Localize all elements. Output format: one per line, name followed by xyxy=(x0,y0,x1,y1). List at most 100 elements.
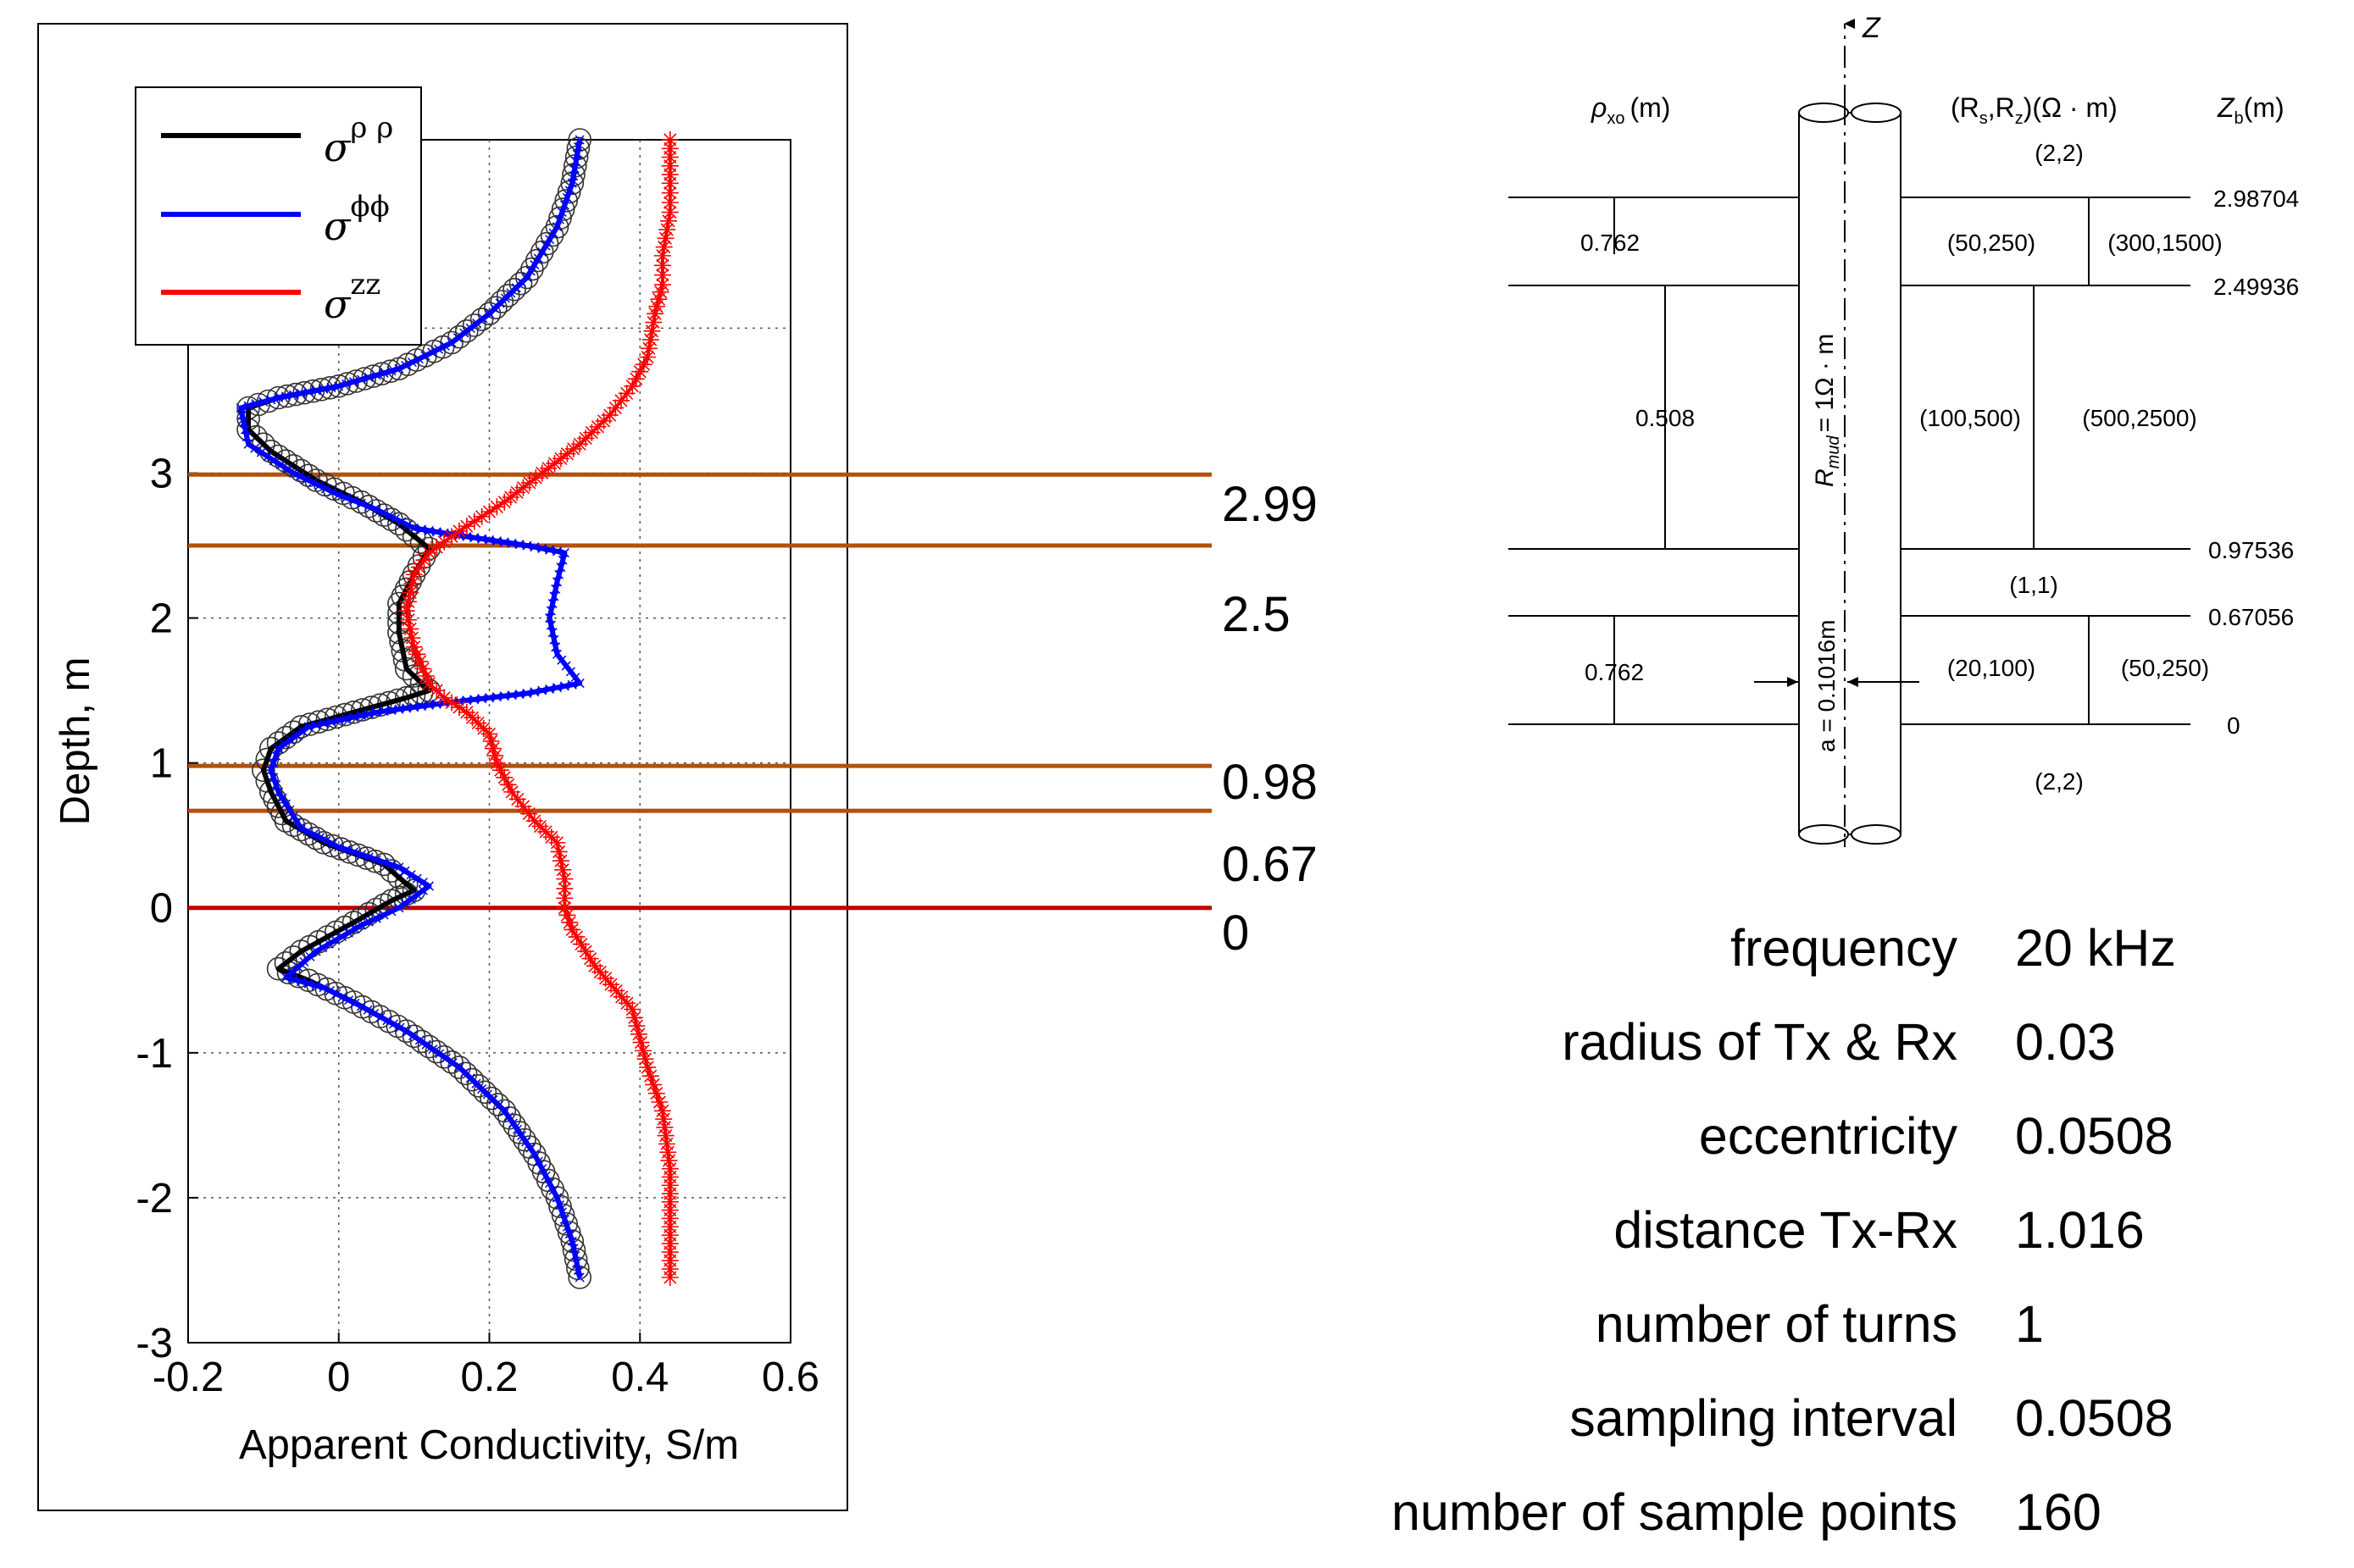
layer3-label: (1,1) xyxy=(2009,572,2058,598)
marker-x xyxy=(561,661,571,671)
marker-x xyxy=(250,443,260,453)
marker-x xyxy=(236,402,246,413)
marker-x xyxy=(341,379,352,389)
marker-x xyxy=(533,1156,543,1166)
marker-x xyxy=(303,978,314,989)
marker-x xyxy=(575,679,585,689)
marker-x xyxy=(348,377,359,387)
marker-circle xyxy=(480,1086,503,1111)
marker-x xyxy=(412,873,422,884)
marker-x xyxy=(237,410,247,420)
marker-x xyxy=(239,418,249,428)
marker-x xyxy=(303,722,314,732)
marker-x xyxy=(302,474,312,485)
marker-circle xyxy=(372,503,396,527)
marker-x xyxy=(371,913,381,923)
marker-x xyxy=(242,432,252,442)
param-value: 0.03 xyxy=(2015,1013,2116,1071)
marker-x xyxy=(364,709,374,719)
marker-circle xyxy=(447,324,471,349)
layer-bottom-label: (2,2) xyxy=(2035,768,2084,795)
marker-x xyxy=(384,511,394,521)
marker-x xyxy=(403,520,413,530)
marker-x xyxy=(388,1019,399,1029)
marker-x xyxy=(378,507,388,518)
marker-x xyxy=(414,354,424,364)
y-tick-label: 3 xyxy=(150,451,173,496)
marker-x xyxy=(288,468,298,479)
series-line xyxy=(404,140,672,1277)
marker-x xyxy=(547,598,558,609)
marker-x xyxy=(292,817,303,828)
marker-x xyxy=(537,247,547,258)
marker-x xyxy=(484,535,495,545)
marker-x xyxy=(525,266,536,276)
marker-circle xyxy=(551,197,575,221)
marker-x xyxy=(271,751,281,761)
marker-circle xyxy=(490,290,514,313)
marker-circle xyxy=(554,1211,579,1236)
marker-x xyxy=(406,870,416,880)
marker-x xyxy=(296,388,306,398)
marker-x xyxy=(319,718,329,729)
marker-x xyxy=(575,1272,585,1283)
marker-x xyxy=(517,1131,527,1141)
marker-x xyxy=(269,758,279,768)
marker-x xyxy=(435,1049,445,1059)
marker-x xyxy=(522,689,532,699)
rmud-label: Rmud= 1Ω · m xyxy=(1811,334,1843,487)
layer1-outer: (300,1500) xyxy=(2107,230,2222,256)
marker-x xyxy=(402,1026,412,1036)
marker-x xyxy=(258,396,269,407)
marker-x xyxy=(537,543,547,553)
marker-x xyxy=(320,484,331,494)
marker-x xyxy=(397,517,407,527)
marker-x xyxy=(557,655,567,665)
x-tick-label: -0.2 xyxy=(153,1355,224,1400)
marker-x xyxy=(545,1178,555,1188)
marker-x xyxy=(559,681,569,691)
marker-x xyxy=(297,726,308,736)
marker-x xyxy=(452,333,463,343)
marker-x xyxy=(412,889,422,900)
marker-x xyxy=(371,707,381,718)
param-name: radius of Tx & Rx xyxy=(1562,1013,1957,1071)
marker-x xyxy=(334,490,344,500)
marker-x xyxy=(409,702,419,712)
layer4-thickness: 0.762 xyxy=(1585,659,1644,685)
y-tick-label: -2 xyxy=(136,1176,173,1222)
marker-x xyxy=(567,679,577,690)
marker-x xyxy=(447,337,457,348)
borehole-top-right xyxy=(1851,103,1902,123)
marker-x xyxy=(356,498,366,508)
marker-x xyxy=(337,931,347,942)
marker-x xyxy=(571,157,581,167)
marker-x xyxy=(296,823,306,834)
marker-circle xyxy=(353,367,377,391)
marker-x xyxy=(462,531,472,541)
marker-x xyxy=(348,496,359,506)
x-tick-label: 0 xyxy=(327,1355,350,1400)
legend: σρ ρ σϕϕ σzz xyxy=(135,86,422,346)
marker-x xyxy=(507,690,517,701)
marker-x xyxy=(256,447,266,457)
marker-x xyxy=(263,452,273,462)
marker-x xyxy=(350,998,360,1008)
x-tick-label: 0.4 xyxy=(611,1355,669,1400)
marker-x xyxy=(379,910,389,920)
marker-x xyxy=(569,1244,579,1254)
marker-circle xyxy=(486,1093,510,1116)
marker-x xyxy=(326,717,336,727)
layer2-thickness: 0.508 xyxy=(1635,405,1695,431)
marker-x xyxy=(424,881,434,891)
marker-circle xyxy=(453,1061,478,1086)
marker-x xyxy=(369,1008,380,1018)
y-tick-label: 2 xyxy=(150,596,173,642)
layer2-outer: (500,2500) xyxy=(2082,405,2196,431)
marker-x xyxy=(565,667,576,677)
marker-x xyxy=(394,903,404,913)
marker-x xyxy=(288,390,298,400)
marker-x xyxy=(356,711,366,721)
marker-x xyxy=(508,1118,518,1128)
radius-label: a = 0.1016m xyxy=(1813,620,1840,752)
